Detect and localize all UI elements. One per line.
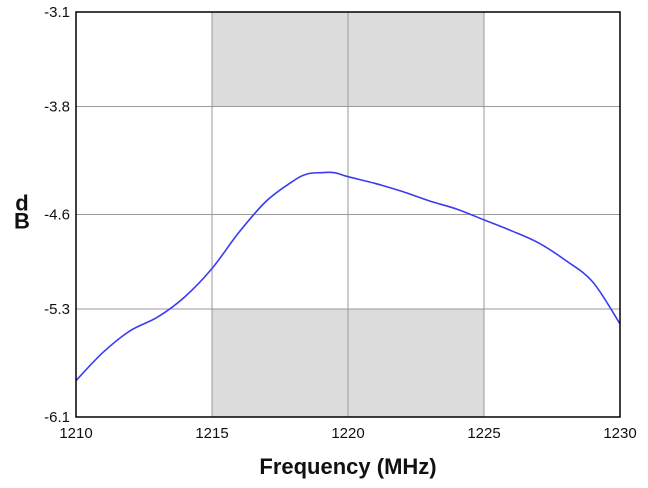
y-tick-label-0: -6.1 — [44, 409, 70, 426]
x-tick-label-1: 1215 — [195, 425, 228, 442]
x-tick-label-0: 1210 — [59, 425, 92, 442]
series-layer — [75, 171, 621, 382]
y-tick-label-1: -5.3 — [44, 301, 70, 318]
y-tick-labels: -6.1 -5.3 -4.6 -3.8 -3.1 — [44, 4, 70, 426]
y-tick-label-3: -3.8 — [44, 99, 70, 116]
x-tick-label-4: 1230 — [603, 425, 636, 442]
x-axis-label: Frequency (MHz) — [259, 454, 436, 479]
y-tick-label-4: -3.1 — [44, 4, 70, 21]
plot-frame — [75, 11, 621, 418]
series-line-0 — [75, 171, 621, 382]
x-tick-labels: 1210 1215 1220 1225 1230 — [59, 425, 636, 442]
x-tick-label-3: 1225 — [467, 425, 500, 442]
y-axis-label: dB — [14, 191, 30, 234]
y-tick-label-2: -4.6 — [44, 207, 70, 224]
y-axis-label-glyph-0: d — [15, 191, 28, 216]
x-tick-label-2: 1220 — [331, 425, 364, 442]
gridlines — [75, 11, 621, 418]
y-axis-label-glyph-1: B — [14, 209, 30, 234]
